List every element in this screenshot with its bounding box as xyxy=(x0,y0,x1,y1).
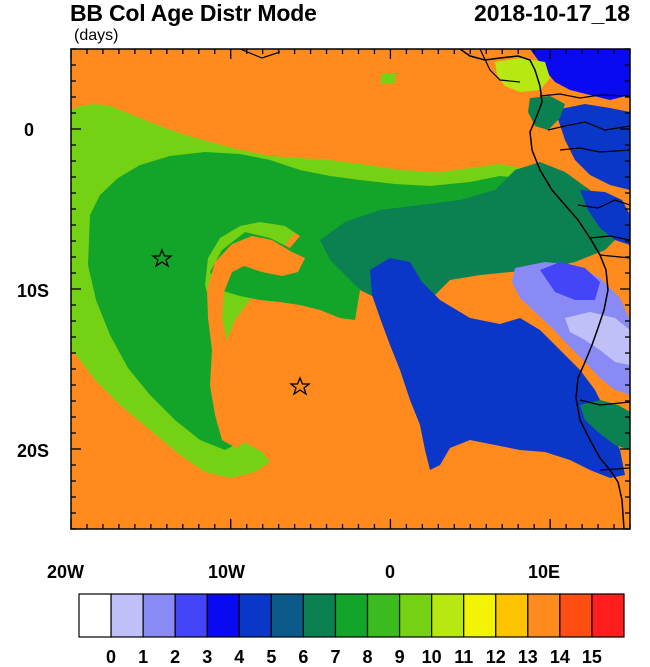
x-tick-label: 10W xyxy=(208,562,245,582)
colorbar-label: 7 xyxy=(330,647,340,667)
colorbar-swatch xyxy=(238,593,272,638)
colorbar-label: 15 xyxy=(582,647,602,667)
colorbar-label: 5 xyxy=(266,647,276,667)
colorbar-swatch xyxy=(366,593,401,638)
colorbar-swatch xyxy=(495,593,529,638)
map-title: BB Col Age Distr Mode xyxy=(70,0,317,26)
colorbar-swatch xyxy=(527,593,561,638)
x-tick-label: 0 xyxy=(385,562,395,582)
colorbar-label: 9 xyxy=(395,647,405,667)
colorbar-swatch xyxy=(398,593,433,638)
colorbar-swatch xyxy=(334,593,369,638)
colorbar-swatch xyxy=(302,593,337,638)
y-tick-label: 0 xyxy=(24,120,34,140)
map-plot-area xyxy=(71,49,630,529)
colorbar-swatch xyxy=(206,593,240,638)
x-tick-label: 10E xyxy=(528,562,560,582)
x-tick-label: 20W xyxy=(47,562,84,582)
colorbar-swatch xyxy=(174,593,208,638)
colorbar-swatch xyxy=(142,593,176,638)
star-marker xyxy=(151,248,173,268)
region-5-6-northeast xyxy=(555,104,630,190)
colorbar-label: 11 xyxy=(454,647,473,667)
colorbar-label: 14 xyxy=(550,647,570,667)
region-4-5-south xyxy=(370,258,625,478)
star-marker xyxy=(289,376,311,396)
colorbar-label: 10 xyxy=(422,647,442,667)
region-3-4-patch xyxy=(540,262,600,300)
colorbar-swatch xyxy=(431,593,465,638)
colorbar-swatch xyxy=(559,593,593,638)
y-tick-label: 10S xyxy=(17,281,49,301)
colorbar-label: 12 xyxy=(486,647,506,667)
axis-ticks xyxy=(70,48,631,530)
colorbar-label: 8 xyxy=(363,647,373,667)
date-label: 2018-10-17_18 xyxy=(473,0,630,26)
colorbar-swatch xyxy=(78,593,112,638)
colorbar-swatch xyxy=(463,593,497,638)
colorbar-label: 13 xyxy=(518,647,538,667)
y-tick-label: 20S xyxy=(17,441,49,461)
colorbar-swatch xyxy=(591,593,625,638)
region-1-2-coast xyxy=(565,312,630,365)
colorbar-swatch xyxy=(270,593,305,638)
colorbar: 0 1 2 3 4 5 6 7 8 9 10 11 12 13 14 15 xyxy=(78,593,625,667)
region-6-7-southeast xyxy=(580,400,630,450)
region-13-14-intrusion xyxy=(207,236,305,448)
region-10-11-patch xyxy=(381,74,395,84)
region-11-12-northeast xyxy=(495,58,550,92)
units-label: (days) xyxy=(74,27,119,44)
region-4-5-east xyxy=(580,190,630,245)
region-4-5-northeast xyxy=(530,49,630,100)
colorbar-swatch xyxy=(110,593,144,638)
colorbar-label: 1 xyxy=(138,647,148,667)
colorbar-label: 0 xyxy=(106,647,116,667)
colorbar-label: 6 xyxy=(298,647,308,667)
colorbar-label: 4 xyxy=(234,647,244,667)
border-line xyxy=(539,93,630,471)
colorbar-label: 3 xyxy=(202,647,212,667)
colorbar-label: 2 xyxy=(170,647,180,667)
region-6-7-northeast xyxy=(528,96,565,130)
